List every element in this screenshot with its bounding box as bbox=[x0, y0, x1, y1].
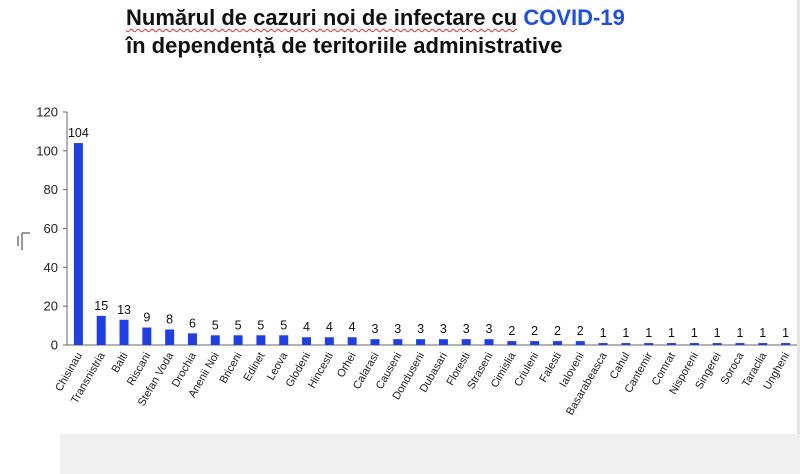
bar bbox=[507, 341, 517, 345]
data-label: 2 bbox=[577, 324, 584, 338]
bar bbox=[416, 339, 426, 345]
bar bbox=[96, 315, 106, 346]
y-tick-label: 100 bbox=[36, 143, 58, 158]
data-label: 13 bbox=[117, 303, 131, 317]
bar bbox=[552, 341, 562, 345]
data-label: 4 bbox=[326, 320, 333, 334]
bar bbox=[165, 329, 175, 345]
data-label: 1 bbox=[782, 326, 789, 340]
bar bbox=[575, 341, 585, 345]
bar bbox=[621, 343, 631, 345]
bar bbox=[370, 339, 380, 345]
data-label: 3 bbox=[463, 322, 470, 336]
data-label: 3 bbox=[394, 322, 401, 336]
data-label: 5 bbox=[235, 318, 242, 332]
bar bbox=[598, 343, 608, 345]
bottom-white-area bbox=[0, 434, 60, 474]
bar bbox=[530, 341, 540, 345]
data-label: 104 bbox=[68, 126, 89, 140]
bar bbox=[461, 339, 471, 345]
category-label: Edinet bbox=[242, 351, 268, 384]
data-label: 1 bbox=[736, 326, 743, 340]
data-label: 4 bbox=[303, 320, 310, 334]
title-line-2: în dependență de teritoriile administrat… bbox=[126, 33, 563, 58]
bar bbox=[279, 335, 289, 345]
data-label: 5 bbox=[280, 318, 287, 332]
y-tick-label: 60 bbox=[44, 221, 58, 236]
bar-chart: 020406080100120104Chisinau15Transnistria… bbox=[17, 105, 797, 417]
bar bbox=[667, 343, 677, 345]
data-label: 8 bbox=[166, 312, 173, 326]
category-label: Orhei bbox=[335, 351, 359, 380]
bar bbox=[256, 335, 266, 345]
data-label: 1 bbox=[668, 326, 675, 340]
bar bbox=[187, 333, 197, 345]
y-tick-label: 40 bbox=[44, 260, 58, 275]
data-label: 6 bbox=[189, 316, 196, 330]
bar bbox=[233, 335, 243, 345]
bar bbox=[142, 327, 152, 345]
data-label: 1 bbox=[691, 326, 698, 340]
y-tick-label: 120 bbox=[36, 105, 58, 120]
data-label: 3 bbox=[417, 322, 424, 336]
data-label: 1 bbox=[645, 326, 652, 340]
data-label: 1 bbox=[759, 326, 766, 340]
y-tick-label: 0 bbox=[51, 338, 58, 353]
bar bbox=[689, 343, 699, 345]
data-label: 5 bbox=[257, 318, 264, 332]
title-accent: COVID-19 bbox=[523, 5, 625, 30]
bar bbox=[347, 337, 357, 345]
y-tick-label: 80 bbox=[44, 182, 58, 197]
bar bbox=[73, 143, 83, 345]
data-label: 2 bbox=[508, 324, 515, 338]
data-label: 1 bbox=[714, 326, 721, 340]
bar bbox=[735, 343, 745, 345]
data-label: 3 bbox=[486, 322, 493, 336]
data-label: 1 bbox=[600, 326, 607, 340]
data-label: 15 bbox=[94, 299, 108, 313]
title-part1: Numărul de cazuri noi de infectare cu bbox=[126, 5, 518, 30]
bar bbox=[324, 337, 334, 345]
bar bbox=[119, 319, 129, 345]
data-label: 3 bbox=[371, 322, 378, 336]
bar bbox=[758, 343, 768, 345]
slide-edge bbox=[797, 0, 800, 434]
category-label: Briceni bbox=[217, 351, 244, 386]
bar bbox=[438, 339, 448, 345]
data-label: 3 bbox=[440, 322, 447, 336]
bottom-strip bbox=[0, 434, 800, 474]
y-tick-label: 20 bbox=[44, 299, 58, 314]
data-label: 9 bbox=[143, 311, 150, 325]
bar bbox=[781, 343, 791, 345]
data-label: 2 bbox=[531, 324, 538, 338]
bar bbox=[644, 343, 654, 345]
category-label: Balti bbox=[110, 351, 131, 376]
bar bbox=[210, 335, 220, 345]
data-label: 2 bbox=[554, 324, 561, 338]
bar bbox=[393, 339, 403, 345]
chart-title: Numărul de cazuri noi de infectare cu CO… bbox=[126, 4, 625, 60]
data-label: 1 bbox=[622, 326, 629, 340]
bar bbox=[484, 339, 494, 345]
data-label: 4 bbox=[349, 320, 356, 334]
bar bbox=[712, 343, 722, 345]
slide-background bbox=[0, 0, 800, 434]
title-line-1: Numărul de cazuri noi de infectare cu CO… bbox=[126, 4, 625, 32]
data-label: 5 bbox=[212, 318, 219, 332]
bar bbox=[302, 337, 312, 345]
